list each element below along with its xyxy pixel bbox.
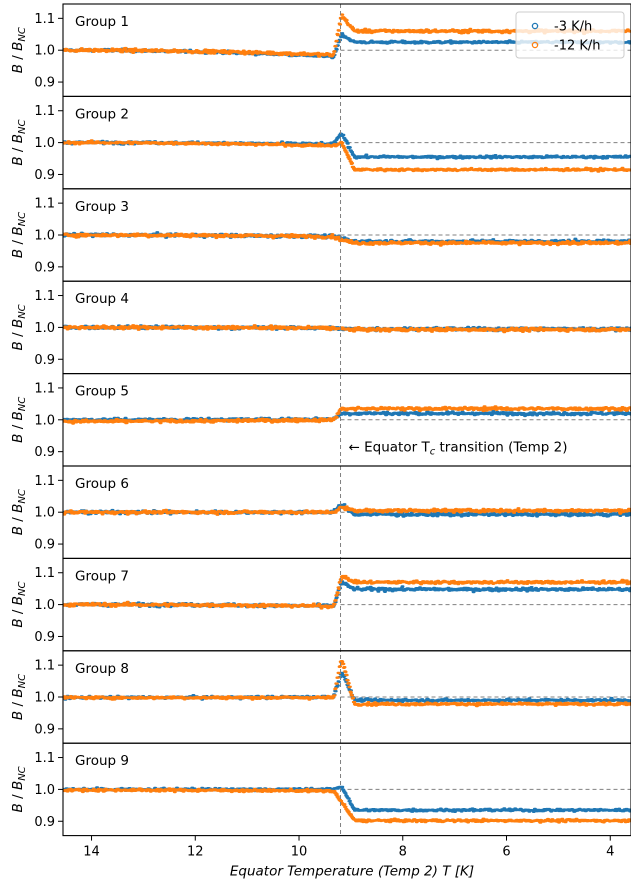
scatter-points xyxy=(63,139,631,173)
y-tick-label: 0.9 xyxy=(34,353,55,368)
y-axis-title: B / BNC xyxy=(10,27,28,73)
scatter-points xyxy=(63,232,631,247)
y-tick-label: 1.1 xyxy=(34,566,55,581)
x-tick-label: 4 xyxy=(606,845,614,860)
panel-9-plot xyxy=(63,785,631,824)
series-fast-panel-7 xyxy=(63,574,631,610)
data-points-layer xyxy=(63,13,631,824)
y-tick-label: 0.9 xyxy=(34,538,55,553)
y-tick-label: 0.9 xyxy=(34,260,55,275)
panel-2-plot xyxy=(63,132,631,173)
series-fast-panel-6 xyxy=(63,505,631,516)
x-tick-label: 6 xyxy=(502,845,510,860)
scatter-points xyxy=(63,505,631,516)
y-tick-label: 0.9 xyxy=(34,445,55,460)
panel-label: Group 9 xyxy=(75,753,129,769)
legend-label: -3 K/h xyxy=(554,20,592,35)
panel-label: Group 2 xyxy=(75,106,129,122)
y-axis-title: B / BNC xyxy=(10,120,28,166)
scatter-points xyxy=(63,660,631,708)
y-tick-label: 1.1 xyxy=(34,12,55,27)
panel-label: Group 1 xyxy=(75,14,129,30)
y-tick-label: 1.0 xyxy=(34,136,55,151)
legend-label: -12 K/h xyxy=(554,39,601,54)
y-tick-label: 1.0 xyxy=(34,691,55,706)
panel-label: Group 3 xyxy=(75,199,129,215)
y-tick-label: 0.9 xyxy=(34,630,55,645)
legend-marker xyxy=(531,41,539,49)
y-axis-title: B / BNC xyxy=(10,766,28,812)
scatter-points xyxy=(63,574,631,610)
legend-box xyxy=(515,11,625,59)
y-axis-title: B / BNC xyxy=(10,212,28,258)
scatter-points xyxy=(63,324,631,334)
y-tick-label: 1.0 xyxy=(34,44,55,59)
series-fast-panel-9 xyxy=(63,787,631,824)
y-axis-title: B / BNC xyxy=(10,582,28,628)
scatter-points xyxy=(63,787,631,824)
y-tick-label: 1.0 xyxy=(34,229,55,244)
y-tick-label: 1.1 xyxy=(34,751,55,766)
panel-label: Group 4 xyxy=(75,291,129,307)
y-axis-title: B / BNC xyxy=(10,304,28,350)
y-axis-title: B / BNC xyxy=(10,489,28,535)
x-tick-label: 10 xyxy=(291,845,308,860)
panel-label: Group 5 xyxy=(75,384,129,400)
y-tick-label: 1.1 xyxy=(34,659,55,674)
y-tick-label: 0.9 xyxy=(34,168,55,183)
panel-label: Group 7 xyxy=(75,568,129,584)
series-fast-panel-4 xyxy=(63,324,631,334)
y-tick-label: 1.1 xyxy=(34,474,55,489)
y-tick-label: 1.0 xyxy=(34,321,55,336)
series-fast-panel-5 xyxy=(63,405,631,425)
y-tick-label: 0.9 xyxy=(34,722,55,737)
y-tick-label: 1.1 xyxy=(34,197,55,212)
y-tick-label: 1.0 xyxy=(34,783,55,798)
scatter-points xyxy=(63,405,631,425)
y-tick-label: 1.1 xyxy=(34,289,55,304)
series-fast-panel-3 xyxy=(63,232,631,247)
y-tick-label: 1.1 xyxy=(34,104,55,119)
x-tick-label: 8 xyxy=(399,845,407,860)
x-tick-label: 12 xyxy=(187,845,204,860)
x-axis-title: Equator Temperature (Temp 2) T [K] xyxy=(230,864,474,880)
y-tick-label: 1.0 xyxy=(34,413,55,428)
series-fast-panel-8 xyxy=(63,660,631,708)
series-fast-panel-2 xyxy=(63,139,631,173)
y-axis-title: B / BNC xyxy=(10,397,28,443)
y-axis-title: B / BNC xyxy=(10,674,28,720)
legend-marker xyxy=(531,22,539,30)
y-tick-label: 0.9 xyxy=(34,76,55,91)
y-tick-label: 1.0 xyxy=(34,506,55,521)
panel-6-plot xyxy=(63,503,631,518)
y-tick-label: 1.1 xyxy=(34,381,55,396)
panel-label: Group 6 xyxy=(75,476,129,492)
panel-7-plot xyxy=(63,574,631,610)
panel-8-plot xyxy=(63,660,631,708)
y-tick-label: 0.9 xyxy=(34,815,55,830)
legend: -3 K/h -12 K/h xyxy=(515,11,625,59)
panel-5-plot xyxy=(63,405,631,425)
panel-3-plot xyxy=(63,231,631,247)
panel-label: Group 8 xyxy=(75,661,129,677)
panel-4-plot xyxy=(63,324,631,334)
text-layer: 0.9 1.0 1.1 Group 1 B / BNC 0.9 1.0 1.1 Group 2 B… xyxy=(10,12,614,880)
axes-layer xyxy=(58,3,631,841)
transition-annotation: ← Equator Tc transition (Temp 2) xyxy=(349,440,568,458)
x-tick-label: 14 xyxy=(83,845,100,860)
y-tick-label: 1.0 xyxy=(34,598,55,613)
